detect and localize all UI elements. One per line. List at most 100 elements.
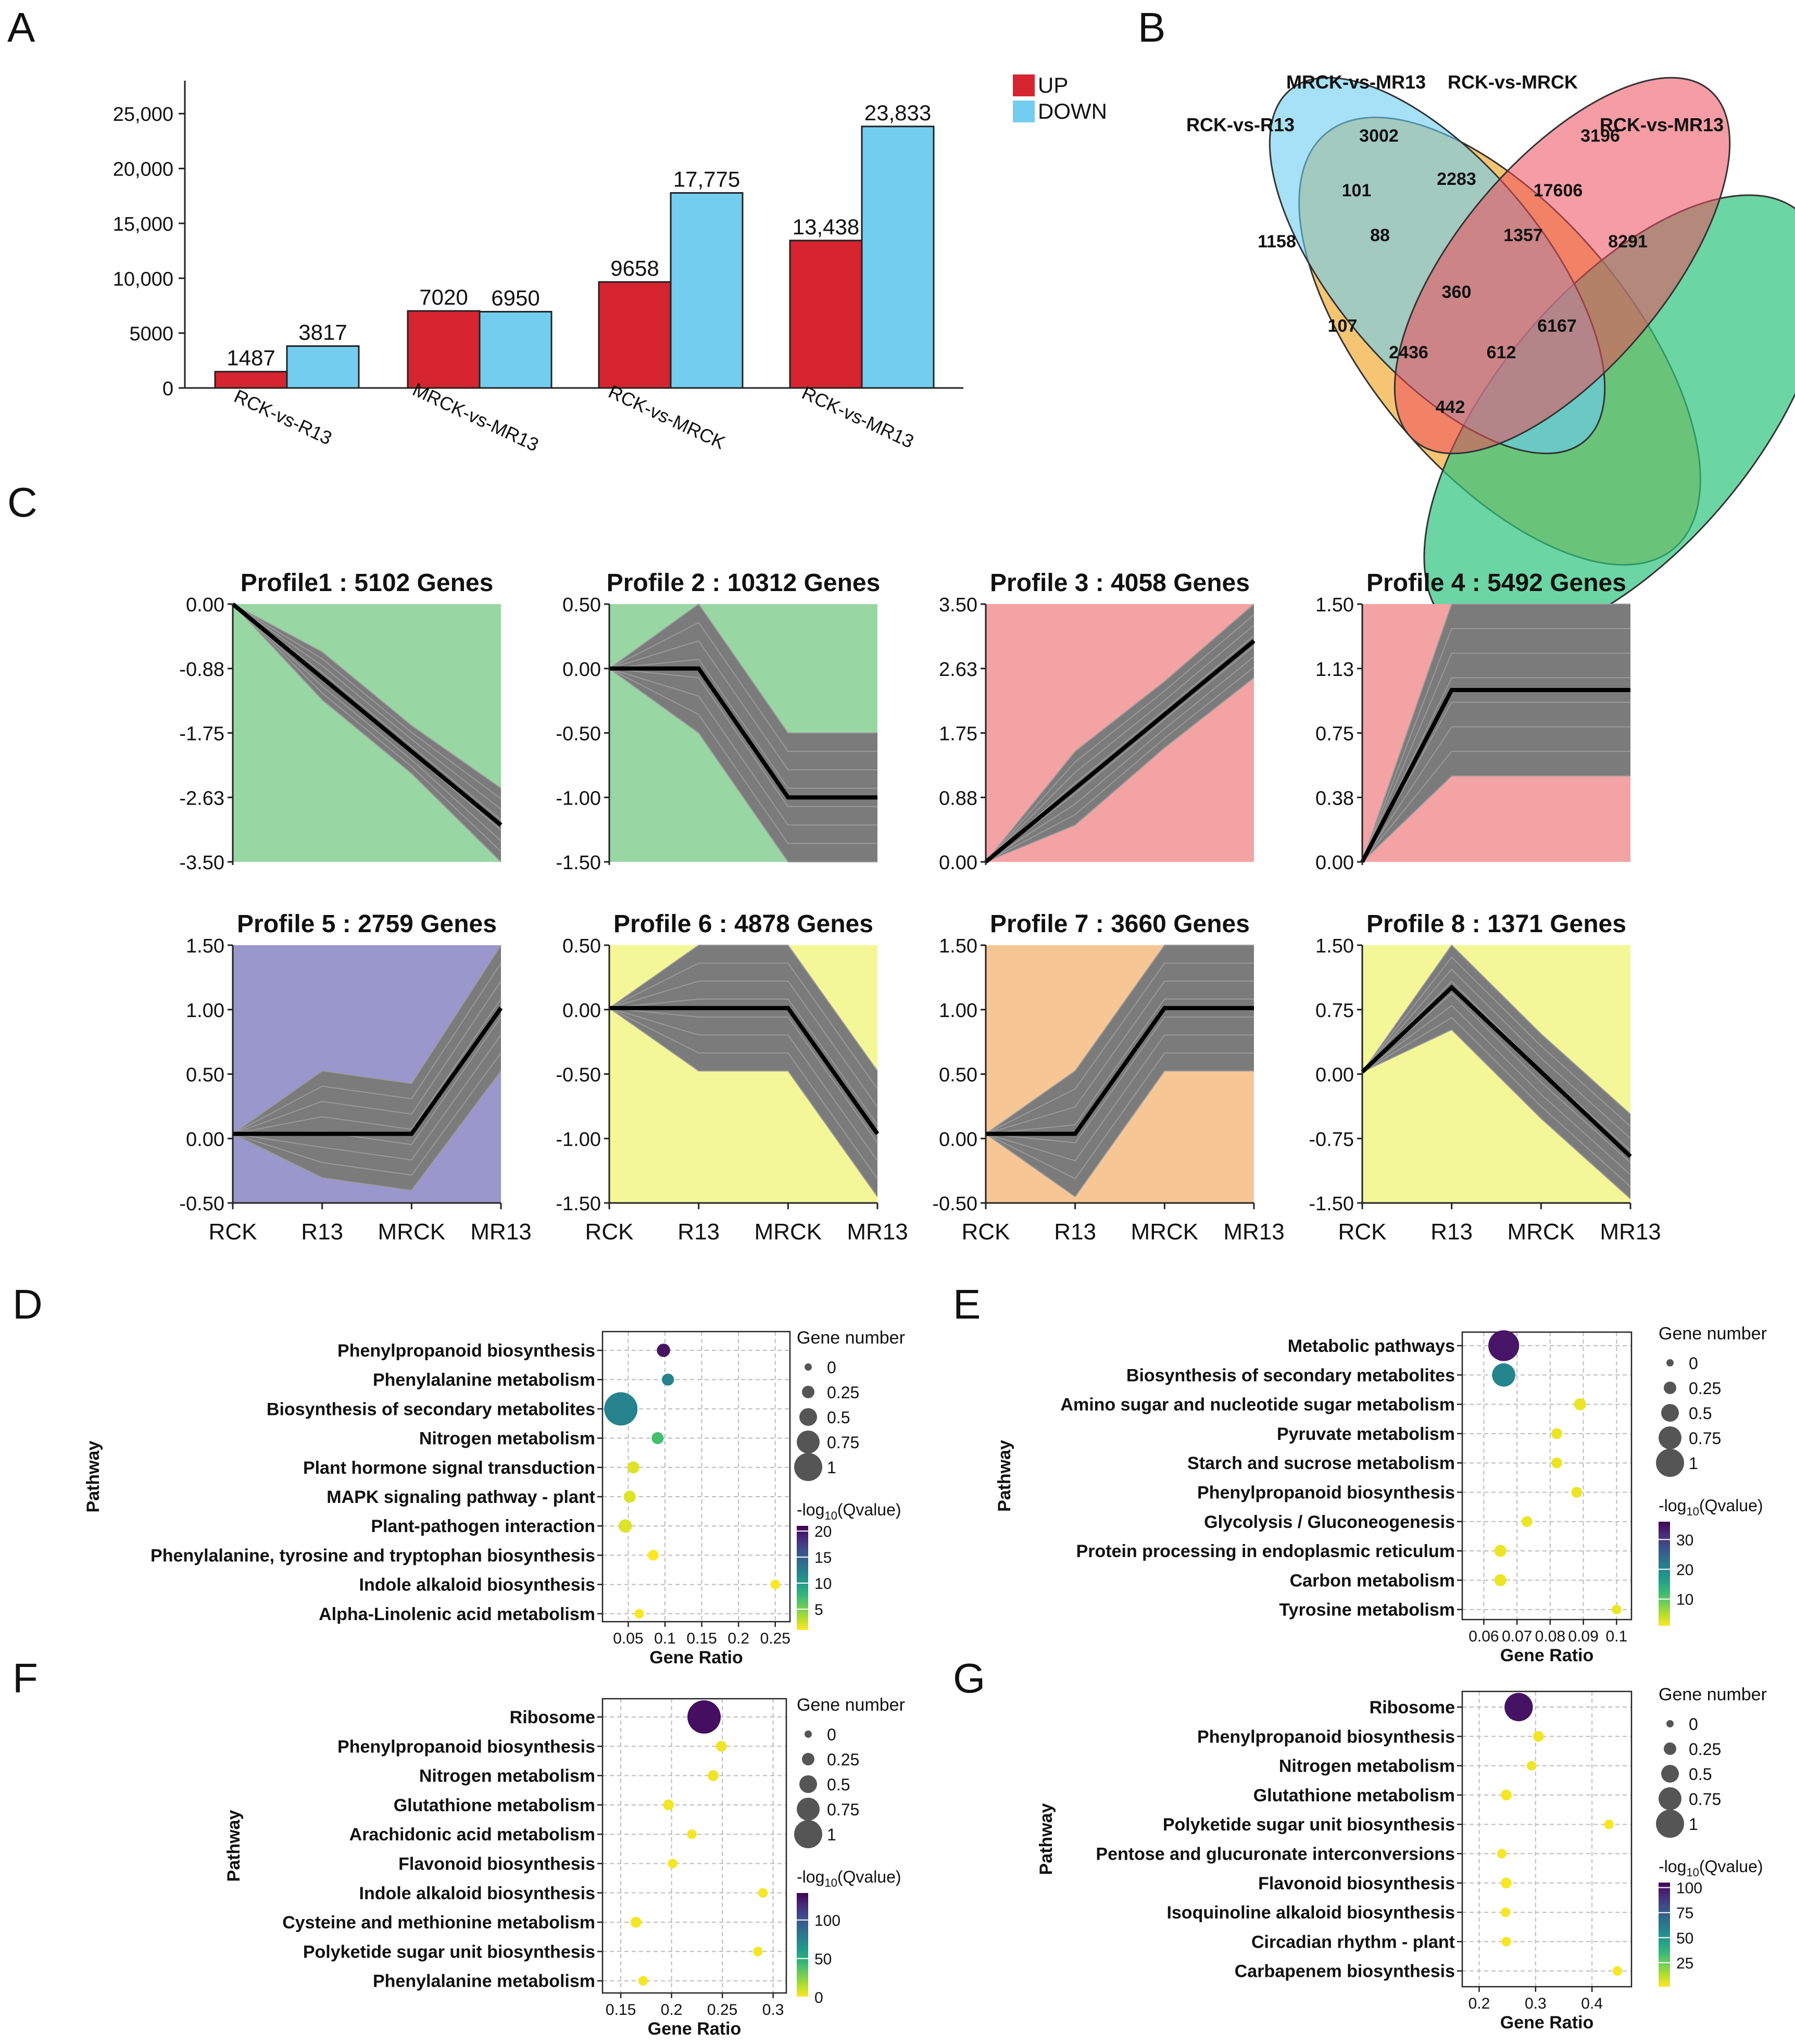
x-tick-label: 0.3 <box>1525 1995 1547 2012</box>
bar-value-label: 23,833 <box>864 101 931 125</box>
x-tick-label: MR13 <box>1223 1219 1284 1245</box>
x-tick-label: 0.25 <box>760 1630 790 1647</box>
pathway-dot <box>1501 1789 1512 1801</box>
profile-1: 0.00 -0.88 -1.75 -2.63 -3.50 Profile1 : 5102 … <box>179 569 503 874</box>
pathway-dot <box>1501 1907 1511 1917</box>
gene-trace <box>609 1007 878 1197</box>
pathway-label: Indole alkaloid biosynthesis <box>359 1884 595 1903</box>
x-tick-label: 0.4 <box>1581 1995 1603 2012</box>
x-tick-label: RCK <box>1338 1219 1387 1245</box>
size-legend-dot <box>805 1363 812 1371</box>
pathway-dot <box>604 1392 638 1426</box>
panel-label-c: C <box>7 479 37 525</box>
pathway-dot <box>1571 1487 1583 1498</box>
venn-region: 2436 <box>1389 343 1428 362</box>
gene-trace <box>232 1052 501 1176</box>
pathway-dot <box>657 1344 670 1357</box>
profile-4: 1.50 1.13 0.75 0.38 0.00 Profile 4 : 5492 Gen… <box>1315 569 1630 874</box>
size-legend-label: 1 <box>1689 1454 1698 1473</box>
pathway-label: Flavonoid biosynthesis <box>398 1854 595 1874</box>
x-category-label: RCK-vs-R13 <box>231 385 335 449</box>
gene-trace <box>232 1034 501 1161</box>
pathway-dot <box>687 1829 697 1839</box>
y-axis-title: Pathway <box>995 1440 1014 1512</box>
bar-value-label: 17,775 <box>673 167 740 191</box>
y-tick-label: -1.00 <box>556 787 601 809</box>
y-tick-label: 20,000 <box>113 159 173 181</box>
pathway-label: Ribosome <box>510 1708 595 1727</box>
pathway-label: Amino sugar and nucleotide sugar metabol… <box>1060 1395 1455 1415</box>
venn-label-rck-vs-mr13: RCK-vs-MR13 <box>1600 114 1724 135</box>
venn-region: 8291 <box>1608 232 1648 252</box>
bar-value-label: 9658 <box>610 256 659 280</box>
gene-trace <box>985 998 1254 1135</box>
y-tick-label: 0.50 <box>186 1064 224 1086</box>
size-legend-label: 1 <box>1689 1815 1698 1834</box>
pathway-label: Plant hormone signal transduction <box>303 1458 595 1478</box>
gene-trace <box>609 668 877 862</box>
gene-trace <box>232 981 501 1135</box>
size-legend-dot <box>1664 1382 1676 1394</box>
pathway-label: Nitrogen metabolism <box>419 1766 595 1786</box>
size-legend-dot <box>1661 1404 1679 1422</box>
x-tick-label: 0.3 <box>762 2001 784 2018</box>
size-legend-title: Gene number <box>797 1695 905 1715</box>
colorbar-tick-label: 20 <box>814 1523 832 1540</box>
gene-trace <box>985 962 1254 1135</box>
gene-trace <box>1362 1029 1631 1199</box>
x-axis-title: Gene Ratio <box>649 1648 743 1667</box>
size-legend-dot <box>794 1820 822 1848</box>
pathway-dot <box>1604 1820 1614 1829</box>
size-legend-title: Gene number <box>1659 1685 1767 1704</box>
colorbar-tick-label: 25 <box>1676 1955 1693 1972</box>
size-legend-title: Gene number <box>797 1328 905 1348</box>
y-tick-label: 3.50 <box>939 594 977 616</box>
colorbar-tick-label: 100 <box>814 1912 840 1929</box>
gene-trace <box>232 945 501 1135</box>
x-tick-label: MR13 <box>1600 1219 1661 1245</box>
pathway-label: Carbon metabolism <box>1290 1571 1455 1590</box>
size-legend-dot <box>805 1730 812 1738</box>
pathway-dot <box>716 1740 727 1752</box>
panel-label-g: G <box>953 1655 985 1701</box>
pathway-dot <box>1497 1849 1507 1859</box>
y-tick-label: -1.75 <box>179 723 224 745</box>
pathway-label: MAPK signaling pathway - plant <box>327 1487 595 1507</box>
venn-region: 107 <box>1328 316 1358 336</box>
pathway-dot <box>663 1799 674 1811</box>
mean-profile-line <box>1361 984 1632 1158</box>
pathway-label: Flavonoid biosynthesis <box>1258 1874 1455 1893</box>
x-tick-label: MR13 <box>470 1219 531 1245</box>
gene-trace <box>232 998 501 1135</box>
pathway-dot <box>1612 1604 1622 1614</box>
size-legend-dot <box>794 1453 822 1481</box>
plot-frame <box>1461 1690 1633 1988</box>
colorbar-tick-label: 50 <box>814 1951 832 1968</box>
color-legend-title: -log10(Qvalue) <box>1659 1496 1763 1518</box>
colorbar-tick-label: 75 <box>1676 1905 1693 1922</box>
gene-trace <box>985 614 1254 862</box>
pathway-label: Carbapenem biosynthesis <box>1235 1962 1455 1982</box>
pathway-label: Pyruvate metabolism <box>1277 1424 1455 1444</box>
colorbar-tick-label: 10 <box>1676 1591 1693 1609</box>
plot-frame <box>601 1331 791 1623</box>
y-tick-label: 1.50 <box>1315 935 1354 957</box>
panel-label-a: A <box>7 4 35 51</box>
size-legend-label: 0 <box>1689 1354 1698 1373</box>
gene-trace <box>985 1034 1254 1162</box>
size-legend-label: 0.5 <box>1689 1404 1712 1423</box>
profile-title: Profile 7 : 3660 Genes <box>990 910 1250 938</box>
y-tick-label: 1.75 <box>939 723 977 745</box>
x-tick-label: 0.15 <box>606 2001 636 2018</box>
size-legend-dot <box>1659 1787 1681 1810</box>
gene-trace <box>609 668 877 826</box>
x-tick-label: 0.2 <box>727 1630 749 1647</box>
colorbar <box>797 1526 808 1630</box>
legend-up-label: UP <box>1038 73 1068 97</box>
gene-trace <box>1362 628 1630 862</box>
x-tick-label: MRCK <box>378 1219 446 1245</box>
x-axis-title: Gene Ratio <box>1500 1646 1593 1665</box>
profile-6: 0.50 0.00 -0.50 -1.00 -1.50 Profile 6 : 4878 … <box>556 910 880 1215</box>
gene-trace <box>232 604 501 789</box>
